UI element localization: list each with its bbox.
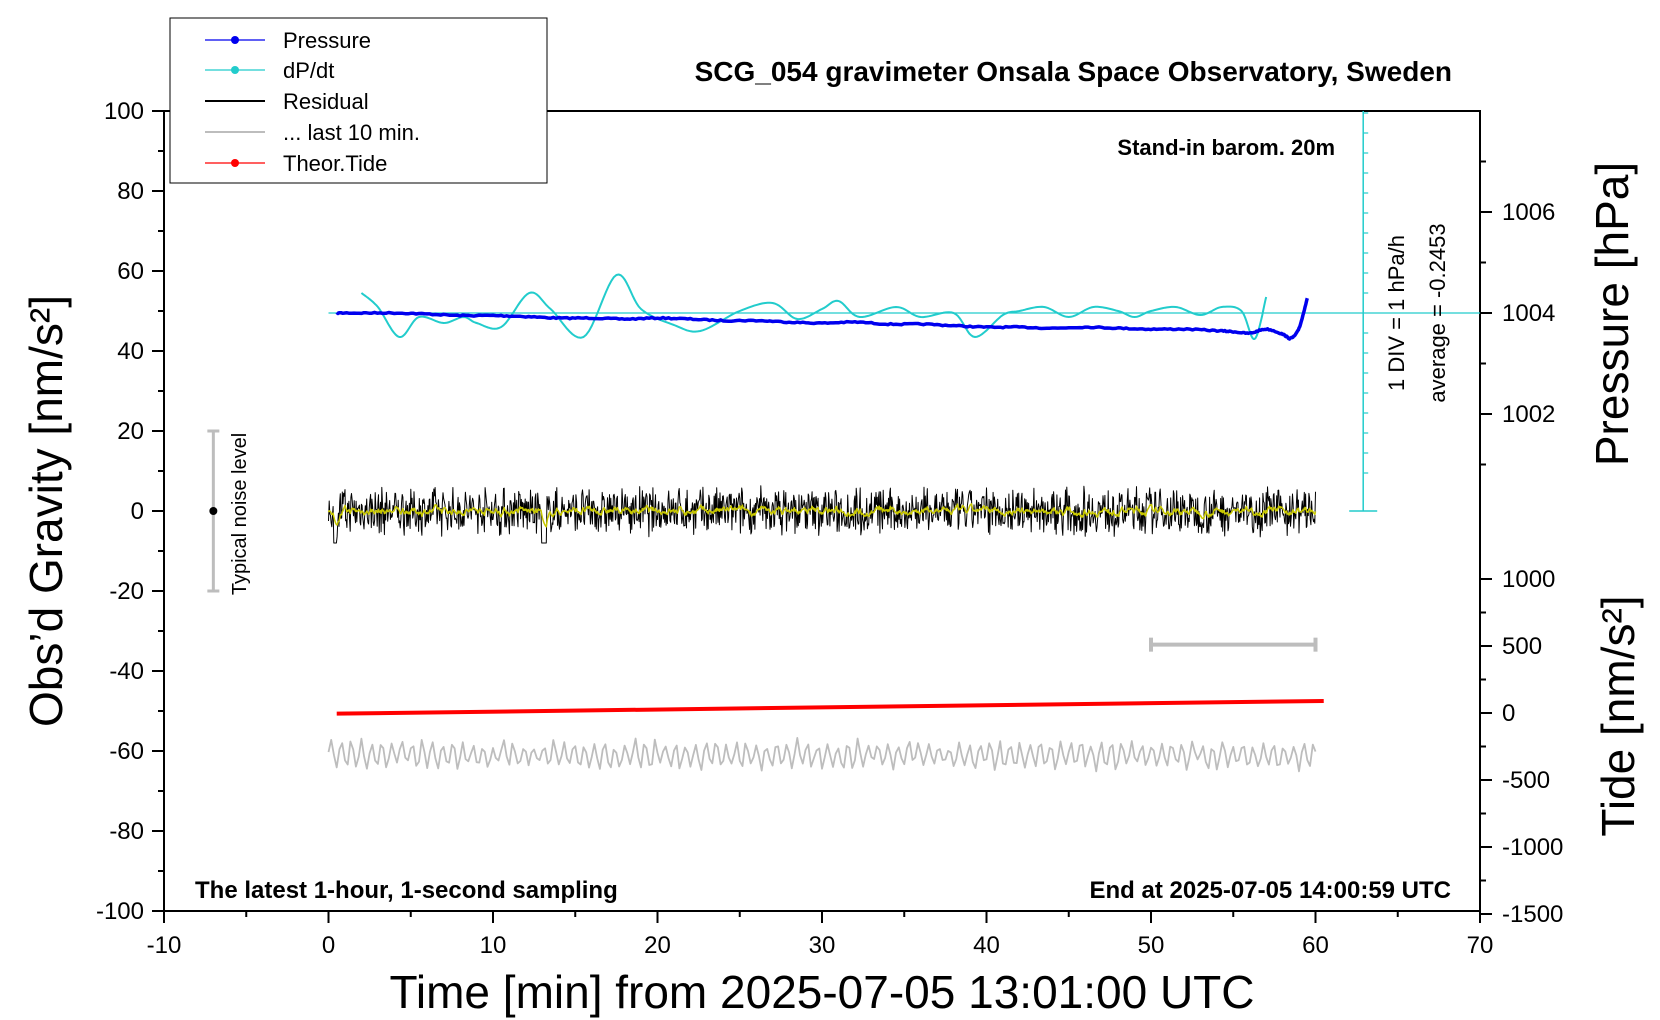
x-tick-label: 0 xyxy=(322,932,335,959)
y-tick-label: 60 xyxy=(117,258,144,285)
footer-left: The latest 1-hour, 1-second sampling xyxy=(195,877,618,904)
x-tick-label: 40 xyxy=(973,932,1000,959)
chart-title: SCG_054 gravimeter Onsala Space Observat… xyxy=(695,56,1452,87)
tide-tick-label: 1000 xyxy=(1502,566,1555,593)
legend-last10-label: ... last 10 min. xyxy=(283,120,420,145)
tide-tick-label: -500 xyxy=(1502,767,1550,794)
x-tick-label: 70 xyxy=(1467,932,1494,959)
y-tick-label: -40 xyxy=(109,658,144,685)
pressure-tick-label: 1006 xyxy=(1502,199,1555,226)
noise-center-dot xyxy=(209,507,218,515)
pressure-axis-title: Pressure [hPa] xyxy=(1586,162,1638,466)
last10-line xyxy=(327,737,1317,773)
tide-tick-label: -1000 xyxy=(1502,834,1563,861)
y-tick-label: -100 xyxy=(96,898,144,925)
legend-pressure-label: Pressure xyxy=(283,28,371,53)
tide-axis-title: Tide [nm/s²] xyxy=(1592,595,1644,836)
tide-line xyxy=(336,698,1324,716)
y-tick-label: -20 xyxy=(109,578,144,605)
legend-tide-marker xyxy=(231,159,239,167)
div-note: 1 DIV = 1 hPa/h xyxy=(1384,235,1409,391)
x-tick-label: 50 xyxy=(1138,932,1165,959)
pressure-tick-label: 1002 xyxy=(1502,401,1555,428)
series-layer xyxy=(207,111,1480,773)
legend-pressure-marker xyxy=(231,36,239,44)
y-tick-label: 0 xyxy=(131,498,144,525)
barometer-note: Stand-in barom. 20m xyxy=(1117,135,1335,160)
y-axis-title-text: Obs’d Gravity [nm/s²] xyxy=(20,295,72,727)
pressure-line xyxy=(335,297,1309,341)
legend-residual-label: Residual xyxy=(283,89,369,114)
dpdt-line xyxy=(360,273,1268,340)
y-axis-title: Obs’d Gravity [nm/s²] xyxy=(20,295,72,727)
x-tick-label: 20 xyxy=(644,932,671,959)
pressure-tick-label: 1004 xyxy=(1502,300,1555,327)
residual-line xyxy=(328,485,1316,544)
y-tick-label: -60 xyxy=(109,738,144,765)
legend-tide-label: Theor.Tide xyxy=(283,151,387,176)
tide-tick-label: -1500 xyxy=(1502,901,1563,928)
footer-right: End at 2025-07-05 14:00:59 UTC xyxy=(1090,877,1452,904)
y-tick-label: 40 xyxy=(117,338,144,365)
y-tick-label: 20 xyxy=(117,418,144,445)
x-tick-label: 60 xyxy=(1302,932,1329,959)
y-tick-label: -80 xyxy=(109,818,144,845)
average-note: average = -0.2453 xyxy=(1425,223,1450,402)
y-tick-label: 100 xyxy=(104,98,144,125)
tide-tick-label: 0 xyxy=(1502,700,1515,727)
tide-tick-label: 500 xyxy=(1502,633,1542,660)
legend: Pressure dP/dt Residual ... last 10 min.… xyxy=(169,17,548,184)
x-tick-label: 30 xyxy=(809,932,836,959)
y-tick-label: 80 xyxy=(117,178,144,205)
x-tick-label: -10 xyxy=(147,932,182,959)
noise-label: Typical noise level xyxy=(229,433,251,595)
residual-smoothed-line xyxy=(327,503,1317,528)
legend-dpdt-label: dP/dt xyxy=(283,58,334,83)
axes-layer: -10 0 10 20 30 40 50 60 70100806040200-20-40-60-… xyxy=(96,98,1563,959)
x-axis-title: Time [min] from 2025-07-05 13:01:00 UTC xyxy=(390,966,1255,1018)
legend-dpdt-marker xyxy=(231,66,239,74)
x-tick-label: 10 xyxy=(480,932,507,959)
